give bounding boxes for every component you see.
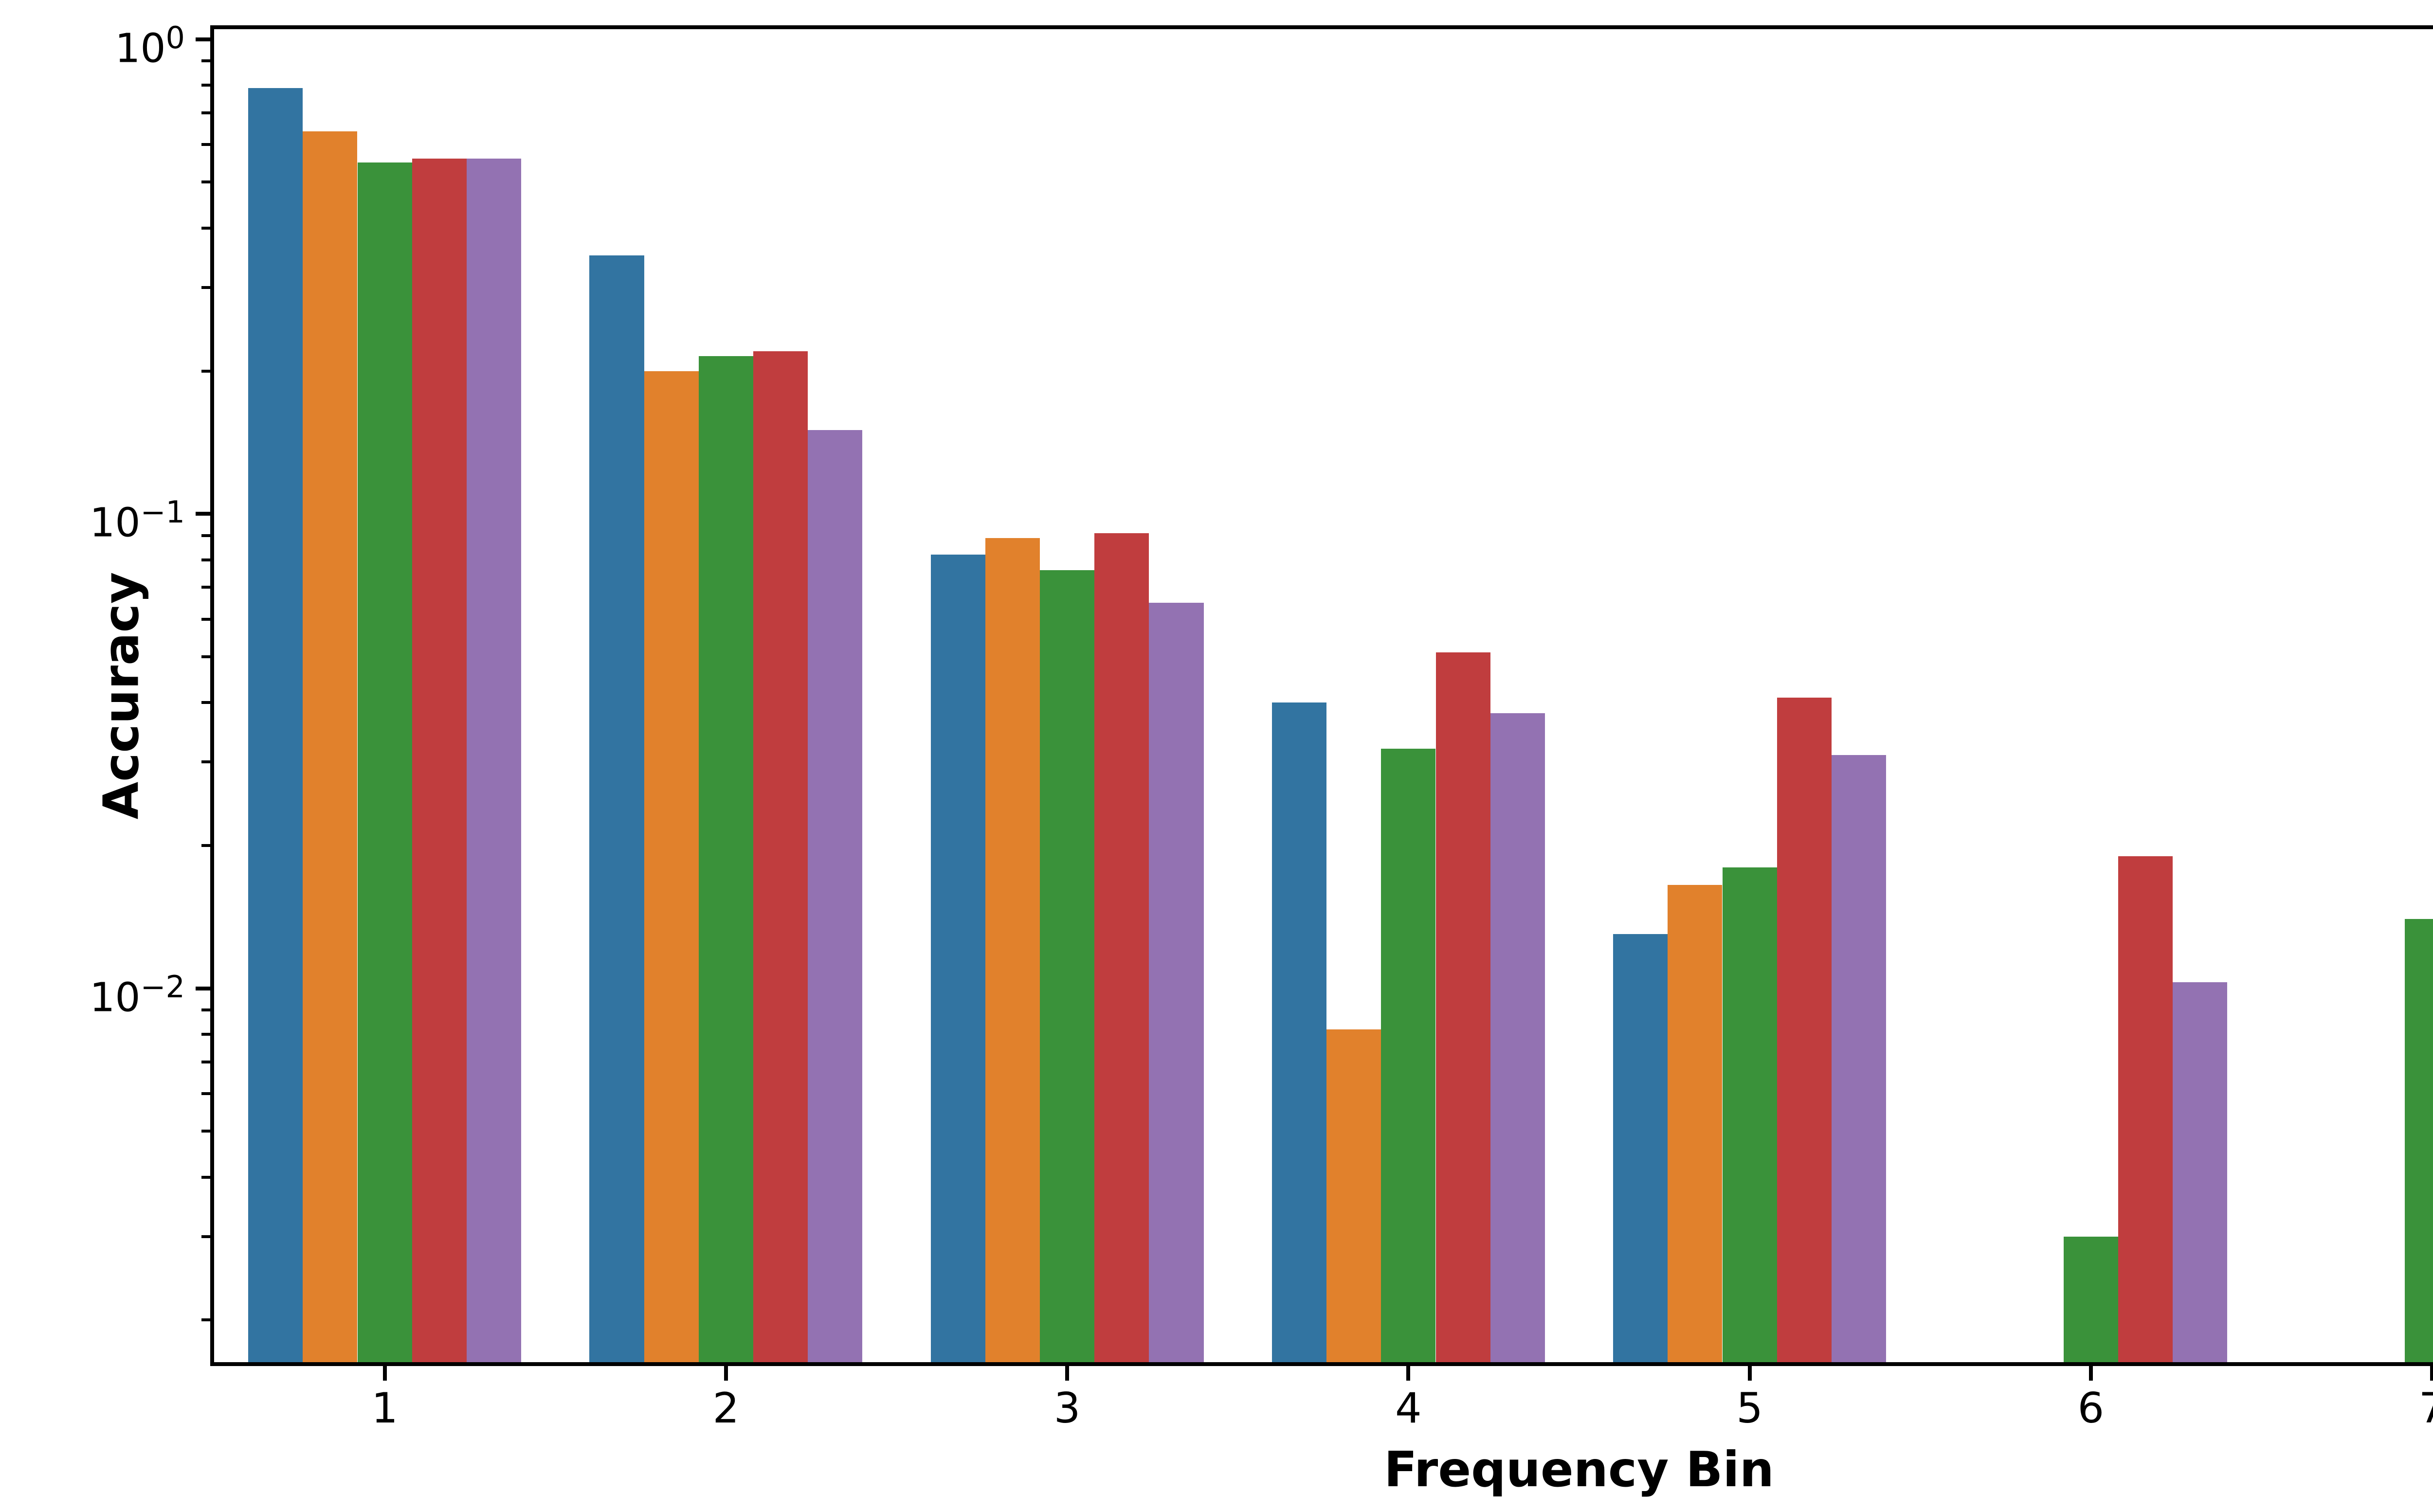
y-minor-tick bbox=[201, 180, 210, 184]
x-tick-label: 3 bbox=[1053, 1384, 1081, 1433]
x-tick-label: 7 bbox=[2418, 1384, 2433, 1433]
bar-bin3-term4 bbox=[1094, 533, 1149, 1362]
bar-bin5-term5 bbox=[1831, 755, 1887, 1362]
y-minor-tick bbox=[201, 1033, 210, 1036]
y-minor-tick bbox=[201, 558, 210, 561]
y-minor-tick bbox=[201, 111, 210, 114]
y-minor-tick bbox=[201, 59, 210, 63]
y-minor-tick bbox=[201, 1175, 210, 1179]
bar-bin1-term2 bbox=[303, 131, 358, 1362]
x-tick-label: 5 bbox=[1736, 1384, 1763, 1433]
bar-bin1-term4 bbox=[412, 159, 467, 1362]
x-tick bbox=[1406, 1366, 1411, 1381]
bar-bin5-term1 bbox=[1613, 934, 1668, 1362]
y-minor-tick bbox=[201, 226, 210, 230]
y-minor-tick bbox=[201, 143, 210, 146]
x-tick-label: 6 bbox=[2077, 1384, 2105, 1433]
y-minor-tick bbox=[201, 369, 210, 373]
bar-bin1-term5 bbox=[466, 159, 522, 1362]
bar-bin3-term2 bbox=[985, 538, 1040, 1362]
bar-bin4-term4 bbox=[1435, 652, 1490, 1362]
y-minor-tick bbox=[201, 617, 210, 621]
x-tick-label: 1 bbox=[371, 1384, 398, 1433]
bar-bin5-term4 bbox=[1777, 697, 1832, 1362]
y-minor-tick bbox=[201, 586, 210, 589]
y-minor-tick bbox=[201, 1092, 210, 1095]
bar-bin6-term5 bbox=[2173, 982, 2228, 1362]
bar-bin3-term5 bbox=[1149, 602, 1204, 1362]
y-tick-label: 100 bbox=[115, 19, 185, 72]
y-minor-tick bbox=[201, 844, 210, 847]
bar-bin2-term3 bbox=[698, 356, 753, 1362]
bar-bin4-term5 bbox=[1490, 713, 1545, 1362]
bar-bin2-term2 bbox=[644, 371, 699, 1362]
bar-bin4-term1 bbox=[1271, 702, 1327, 1362]
bar-bin4-term2 bbox=[1326, 1029, 1381, 1362]
y-minor-tick bbox=[201, 286, 210, 289]
y-minor-tick bbox=[201, 1318, 210, 1322]
x-tick bbox=[1065, 1366, 1070, 1381]
x-tick-label: 4 bbox=[1395, 1384, 1422, 1433]
bar-bin2-term5 bbox=[808, 430, 863, 1362]
y-minor-tick bbox=[201, 534, 210, 537]
y-minor-tick bbox=[201, 1060, 210, 1063]
x-tick bbox=[724, 1366, 728, 1381]
x-axis-title: Frequency Bin bbox=[1384, 1441, 1774, 1498]
y-minor-tick bbox=[201, 760, 210, 764]
bar-bin6-term4 bbox=[2118, 856, 2173, 1362]
y-minor-tick bbox=[201, 1008, 210, 1012]
y-tick-label: 10−2 bbox=[90, 969, 185, 1021]
x-tick bbox=[2088, 1366, 2093, 1381]
bar-bin4-term3 bbox=[1381, 748, 1436, 1362]
bar-bin7-term3 bbox=[2405, 919, 2433, 1362]
y-major-tick bbox=[196, 512, 210, 516]
x-tick bbox=[1747, 1366, 1752, 1381]
bar-bin5-term2 bbox=[1668, 885, 1723, 1362]
y-axis-title: Accuracy bbox=[92, 572, 150, 820]
bar-bin5-term3 bbox=[1722, 867, 1777, 1362]
x-tick bbox=[382, 1366, 387, 1381]
bar-bin1-term3 bbox=[357, 162, 412, 1362]
bar-bin3-term3 bbox=[1040, 570, 1095, 1362]
x-tick-label: 2 bbox=[712, 1384, 740, 1433]
y-tick-label: 10−1 bbox=[90, 494, 185, 546]
y-major-tick bbox=[196, 986, 210, 990]
bar-bin6-term3 bbox=[2063, 1236, 2118, 1362]
y-minor-tick bbox=[201, 1130, 210, 1133]
y-minor-tick bbox=[201, 701, 210, 704]
bar-bin2-term1 bbox=[589, 255, 644, 1362]
y-minor-tick bbox=[201, 84, 210, 87]
bar-bin3-term1 bbox=[930, 555, 985, 1362]
y-minor-tick bbox=[201, 1235, 210, 1238]
bar-bin1-term1 bbox=[248, 88, 303, 1362]
plot-area bbox=[210, 25, 2433, 1366]
bar-bin2-term4 bbox=[753, 351, 808, 1362]
y-major-tick bbox=[196, 37, 210, 41]
y-minor-tick bbox=[201, 655, 210, 658]
x-tick bbox=[2430, 1366, 2433, 1381]
